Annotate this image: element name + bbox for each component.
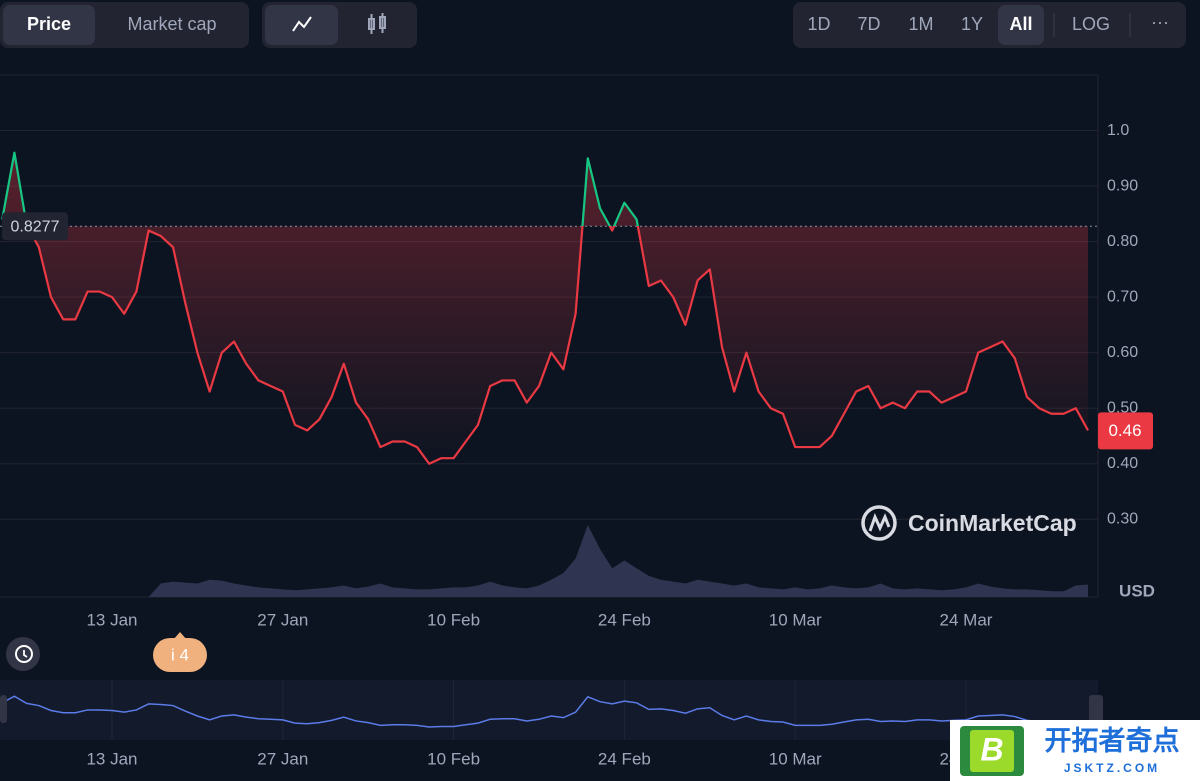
x-tick-label: 24 Feb: [598, 610, 651, 629]
reference-label: 0.8277: [11, 218, 60, 235]
navigator-x-label: 10 Feb: [427, 749, 480, 768]
y-tick-label: 0.60: [1107, 344, 1138, 361]
watermark-logo-inner: [970, 730, 1014, 772]
y-tick-label: 0.40: [1107, 455, 1138, 472]
x-tick-label: 27 Jan: [257, 610, 308, 629]
current-price-box: [1098, 412, 1153, 450]
watermark-logo-text: B: [980, 731, 1003, 767]
toggle-active[interactable]: [3, 5, 95, 45]
price-area: [2, 152, 1089, 464]
brand-name: CoinMarketCap: [908, 510, 1077, 536]
x-tick-label: 13 Jan: [86, 610, 137, 629]
y-tick-label: 1.0: [1107, 122, 1129, 139]
log-button[interactable]: LOG: [1072, 14, 1110, 34]
more-button[interactable]: ···: [1151, 12, 1169, 32]
watermark-title: 开拓者奇点: [1045, 726, 1180, 756]
range-active[interactable]: [998, 5, 1044, 45]
plot: [0, 151, 1098, 597]
range-group: [793, 2, 1186, 48]
price-button[interactable]: Price: [27, 14, 71, 34]
candle-icon[interactable]: [368, 13, 386, 34]
range-button[interactable]: 1Y: [961, 14, 983, 34]
x-tick-label: 10 Feb: [427, 610, 480, 629]
navigator-x-label: 24 Feb: [598, 749, 651, 768]
range-button[interactable]: 1D: [807, 14, 830, 34]
history-button[interactable]: [6, 637, 40, 671]
y-tick-label: 0.50: [1107, 399, 1138, 416]
brand-logo: [861, 505, 897, 541]
y-tick-label: 0.90: [1107, 177, 1138, 194]
line-icon: [292, 16, 312, 32]
history-icon: [15, 645, 33, 663]
reference-label-box: [2, 212, 68, 241]
y-tick-label: 0.30: [1107, 510, 1138, 527]
watermark-url: JSKTZ.COM: [1064, 761, 1160, 775]
navigator-x-label: 27 Jan: [257, 749, 308, 768]
event-badge[interactable]: [153, 638, 207, 672]
navigator-x-label: 10 Mar: [769, 749, 822, 768]
navigator: [0, 680, 1098, 740]
history-icon: [23, 650, 28, 658]
navigator-line: [1, 695, 1089, 728]
currency-label: USD: [1119, 581, 1155, 600]
price-line: [1, 151, 1089, 465]
event-badge-text: i 4: [171, 645, 189, 664]
x-tick-label: 10 Mar: [769, 610, 822, 629]
y-tick-label: 0.80: [1107, 233, 1138, 250]
navigator-handle[interactable]: [0, 695, 7, 723]
market-cap-button[interactable]: Market cap: [127, 14, 216, 34]
volume-area: [2, 525, 1089, 597]
labels: 0.30 0.40 0.50 0.60 0.70 0.80 0.90 1.0 13 Jan 13 …: [2, 122, 1153, 768]
y-tick-label: 0.70: [1107, 288, 1138, 305]
navigator-x-label: 13 Jan: [86, 749, 137, 768]
navigator-handle[interactable]: [1089, 695, 1103, 723]
range-button[interactable]: 7D: [857, 14, 880, 34]
range-button[interactable]: All: [1009, 14, 1032, 34]
range-button[interactable]: 1M: [908, 14, 933, 34]
x-tick-label: 24 Mar: [940, 610, 993, 629]
current-price-label: 0.46: [1108, 421, 1141, 440]
